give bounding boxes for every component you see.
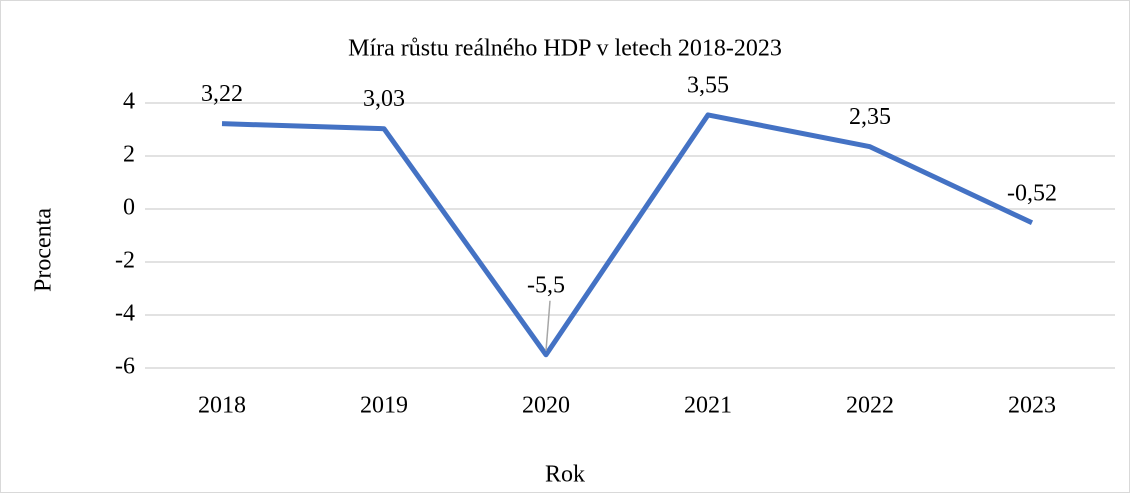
x-tick-label: 2018 [198, 393, 246, 419]
line-series [221, 112, 1034, 358]
y-tick-label: -4 [115, 301, 135, 327]
y-tick-label: -6 [115, 354, 135, 380]
y-tick-label: 0 [123, 195, 135, 221]
y-tick-label: 4 [123, 89, 135, 115]
data-label: 3,55 [687, 72, 729, 98]
chart-title: Míra růstu reálného HDP v letech 2018-20… [348, 36, 782, 62]
x-tick-label: 2019 [360, 393, 408, 419]
data-label: -0,52 [1007, 180, 1057, 206]
y-tick-label: -2 [115, 248, 135, 274]
x-tick-label: 2021 [684, 393, 732, 419]
x-tick-label: 2023 [1008, 393, 1056, 419]
data-label: 3,03 [363, 86, 405, 112]
data-label: 3,22 [201, 81, 243, 107]
y-tick-label: 2 [123, 142, 135, 168]
leader-line [545, 300, 551, 351]
data-label: 2,35 [849, 104, 891, 130]
x-tick-label: 2022 [846, 393, 894, 419]
data-label: -5,5 [527, 272, 565, 298]
x-tick-label: 2020 [522, 393, 570, 419]
y-axis-label: Procenta [31, 208, 57, 292]
x-axis-label: Rok [545, 462, 585, 488]
